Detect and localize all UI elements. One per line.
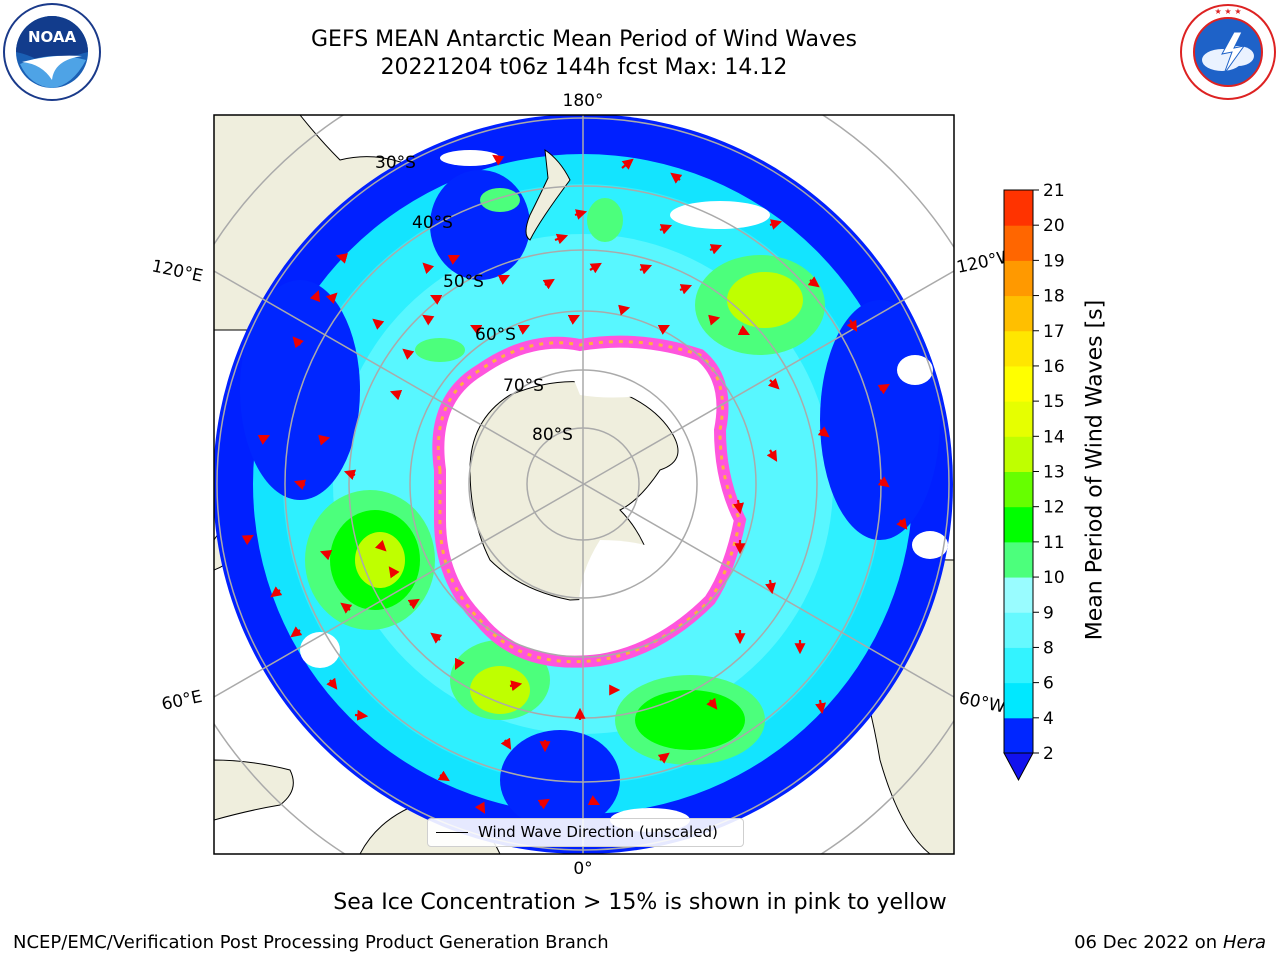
colorbar-segment — [1004, 541, 1033, 578]
colorbar: 2 4 6 8 9 10 11 12 13 14 15 16 17 18 19 20 21 — [1003, 181, 1065, 782]
colorbar-segment — [1004, 471, 1033, 508]
colorbar-segment — [1004, 647, 1033, 684]
lon-label-60e: 60°E — [160, 687, 204, 715]
colorbar-tick-label: 8 — [1043, 638, 1054, 658]
colorbar-tick-label: 11 — [1043, 533, 1065, 553]
colorbar-tick-label: 4 — [1043, 709, 1054, 729]
lon-label-60w: 60°W — [957, 688, 1007, 717]
colorbar-segment — [1004, 295, 1033, 332]
lat-label-30s: 30°S — [375, 153, 416, 173]
colorbar-segment — [1004, 260, 1033, 297]
chart-title: GEFS MEAN Antarctic Mean Period of Wind … — [311, 27, 857, 52]
lon-label-120e: 120°E — [150, 256, 205, 286]
colorbar-segment — [1004, 365, 1033, 402]
colorbar-segment — [1004, 225, 1033, 261]
colorbar-segment — [1004, 717, 1033, 754]
colorbar-extend-arrow — [1003, 752, 1034, 782]
colorbar-tick-label: 16 — [1043, 357, 1065, 377]
colorbar-tick-label: 20 — [1043, 216, 1065, 236]
svg-text:★ ★ ★: ★ ★ ★ — [1214, 7, 1241, 16]
sea-ice-note: Sea Ice Concentration > 15% is shown in … — [333, 890, 947, 915]
footer-date: 06 Dec 2022 on Hera — [1074, 932, 1266, 953]
colorbar-tick-label: 15 — [1043, 392, 1065, 412]
lat-label-70s: 70°S — [503, 376, 544, 396]
colorbar-segment — [1004, 682, 1033, 719]
colorbar-tick-label: 19 — [1043, 251, 1065, 271]
chart-subtitle: 20221204 t06z 144h fcst Max: 14.12 — [380, 55, 788, 80]
colorbar-segment — [1004, 401, 1033, 437]
svg-text:NOAA: NOAA — [28, 28, 77, 46]
lat-label-40s: 40°S — [412, 213, 453, 233]
colorbar-segment — [1004, 436, 1033, 472]
colorbar-tick-label: 18 — [1043, 287, 1065, 307]
colorbar-segment — [1004, 577, 1033, 613]
lon-label-0: 0° — [573, 859, 592, 879]
lat-label-80s: 80°S — [532, 425, 573, 445]
colorbar-tick-label: 21 — [1043, 181, 1065, 201]
lat-label-60s: 60°S — [475, 325, 516, 345]
legend-line-swatch — [436, 832, 468, 833]
footer-credit: NCEP/EMC/Verification Post Processing Pr… — [13, 932, 609, 953]
footer-machine: Hera — [1222, 932, 1266, 953]
colorbar-segment — [1004, 190, 1033, 226]
colorbar-tick-label: 2 — [1043, 744, 1054, 764]
legend-label: Wind Wave Direction (unscaled) — [478, 823, 718, 841]
colorbar-label: Mean Period of Wind Waves [s] — [1082, 299, 1108, 641]
colorbar-segment — [1004, 330, 1033, 367]
wind-wave-arrows — [241, 154, 908, 814]
colorbar-tick-label: 10 — [1043, 568, 1065, 588]
colorbar-tick-label: 17 — [1043, 322, 1065, 342]
map-legend: Wind Wave Direction (unscaled) — [427, 818, 744, 847]
colorbar-tick-label: 14 — [1043, 427, 1065, 447]
colorbar-tick-label: 13 — [1043, 463, 1065, 483]
lon-label-180: 180° — [563, 91, 604, 111]
nws-logo-icon: ★ ★ ★ — [1180, 4, 1276, 100]
colorbar-tick-label: 6 — [1043, 674, 1054, 694]
colorbar-segment — [1004, 506, 1033, 543]
colorbar-tick-label: 12 — [1043, 498, 1065, 518]
colorbar-tick-label: 9 — [1043, 603, 1054, 623]
footer-date-text: 06 Dec 2022 on — [1074, 932, 1218, 953]
lat-label-50s: 50°S — [443, 272, 484, 292]
colorbar-segment — [1004, 612, 1033, 648]
noaa-logo-icon: NOAA — [3, 3, 101, 101]
